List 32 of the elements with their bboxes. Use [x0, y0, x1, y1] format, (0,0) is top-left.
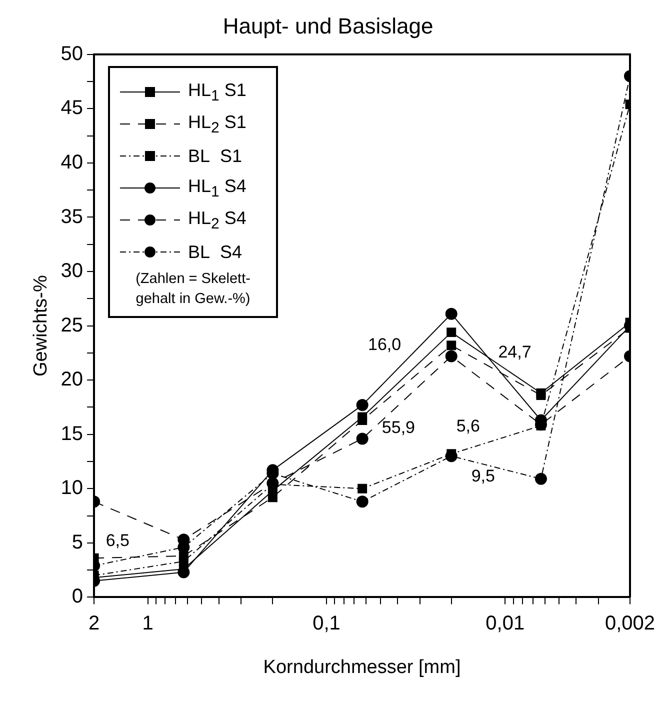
y-tick-label: 0 [72, 586, 84, 608]
legend-label: HL$_{2}$ S4 [188, 208, 246, 233]
legend-label: BL S1 [188, 146, 242, 167]
y-tick-label: 15 [60, 422, 84, 445]
y-tick-label: 25 [60, 314, 84, 336]
y-axis-title: Gewichts-% [30, 275, 52, 376]
legend-label: HL$_{2}$ S1 [188, 112, 246, 137]
annotation: 5,6 [456, 416, 480, 436]
x-tick-label: 0,01 [486, 612, 525, 635]
y-tick-label: 30 [60, 260, 84, 282]
chart-title: Haupt- und Basislage [222, 13, 434, 38]
x-tick-label: 0,002 [604, 612, 656, 635]
annotation: 24,7 [498, 342, 532, 362]
y-tick-label: 35 [60, 206, 84, 228]
legend-label: HL$_{1}$ S4 [188, 176, 246, 201]
y-tick-label: 5 [72, 531, 84, 554]
x-tick-label: 2 [88, 612, 100, 635]
annotation: 55,9 [382, 418, 416, 438]
y-tick-label: 45 [60, 97, 84, 120]
annotation: 6,5 [106, 530, 130, 550]
annotation: 16,0 [368, 335, 402, 354]
annotation: (Zahlen = Skelett-gehalt in Gew.-%) [134, 270, 252, 309]
y-tick-label: 10 [60, 477, 84, 500]
y-tick-label: 20 [60, 368, 84, 391]
x-tick-label: 0,1 [312, 612, 340, 635]
annotation: 9,5 [471, 466, 495, 486]
x-axis-title: Korndurchmesser [mm] [263, 656, 461, 678]
y-tick-label: 50 [60, 42, 84, 65]
y-tick-label: 40 [60, 151, 84, 174]
legend-label: HL$_{1}$ S1 [188, 80, 246, 105]
legend-label: BL S4 [188, 242, 242, 263]
x-tick-label: 1 [142, 612, 154, 635]
